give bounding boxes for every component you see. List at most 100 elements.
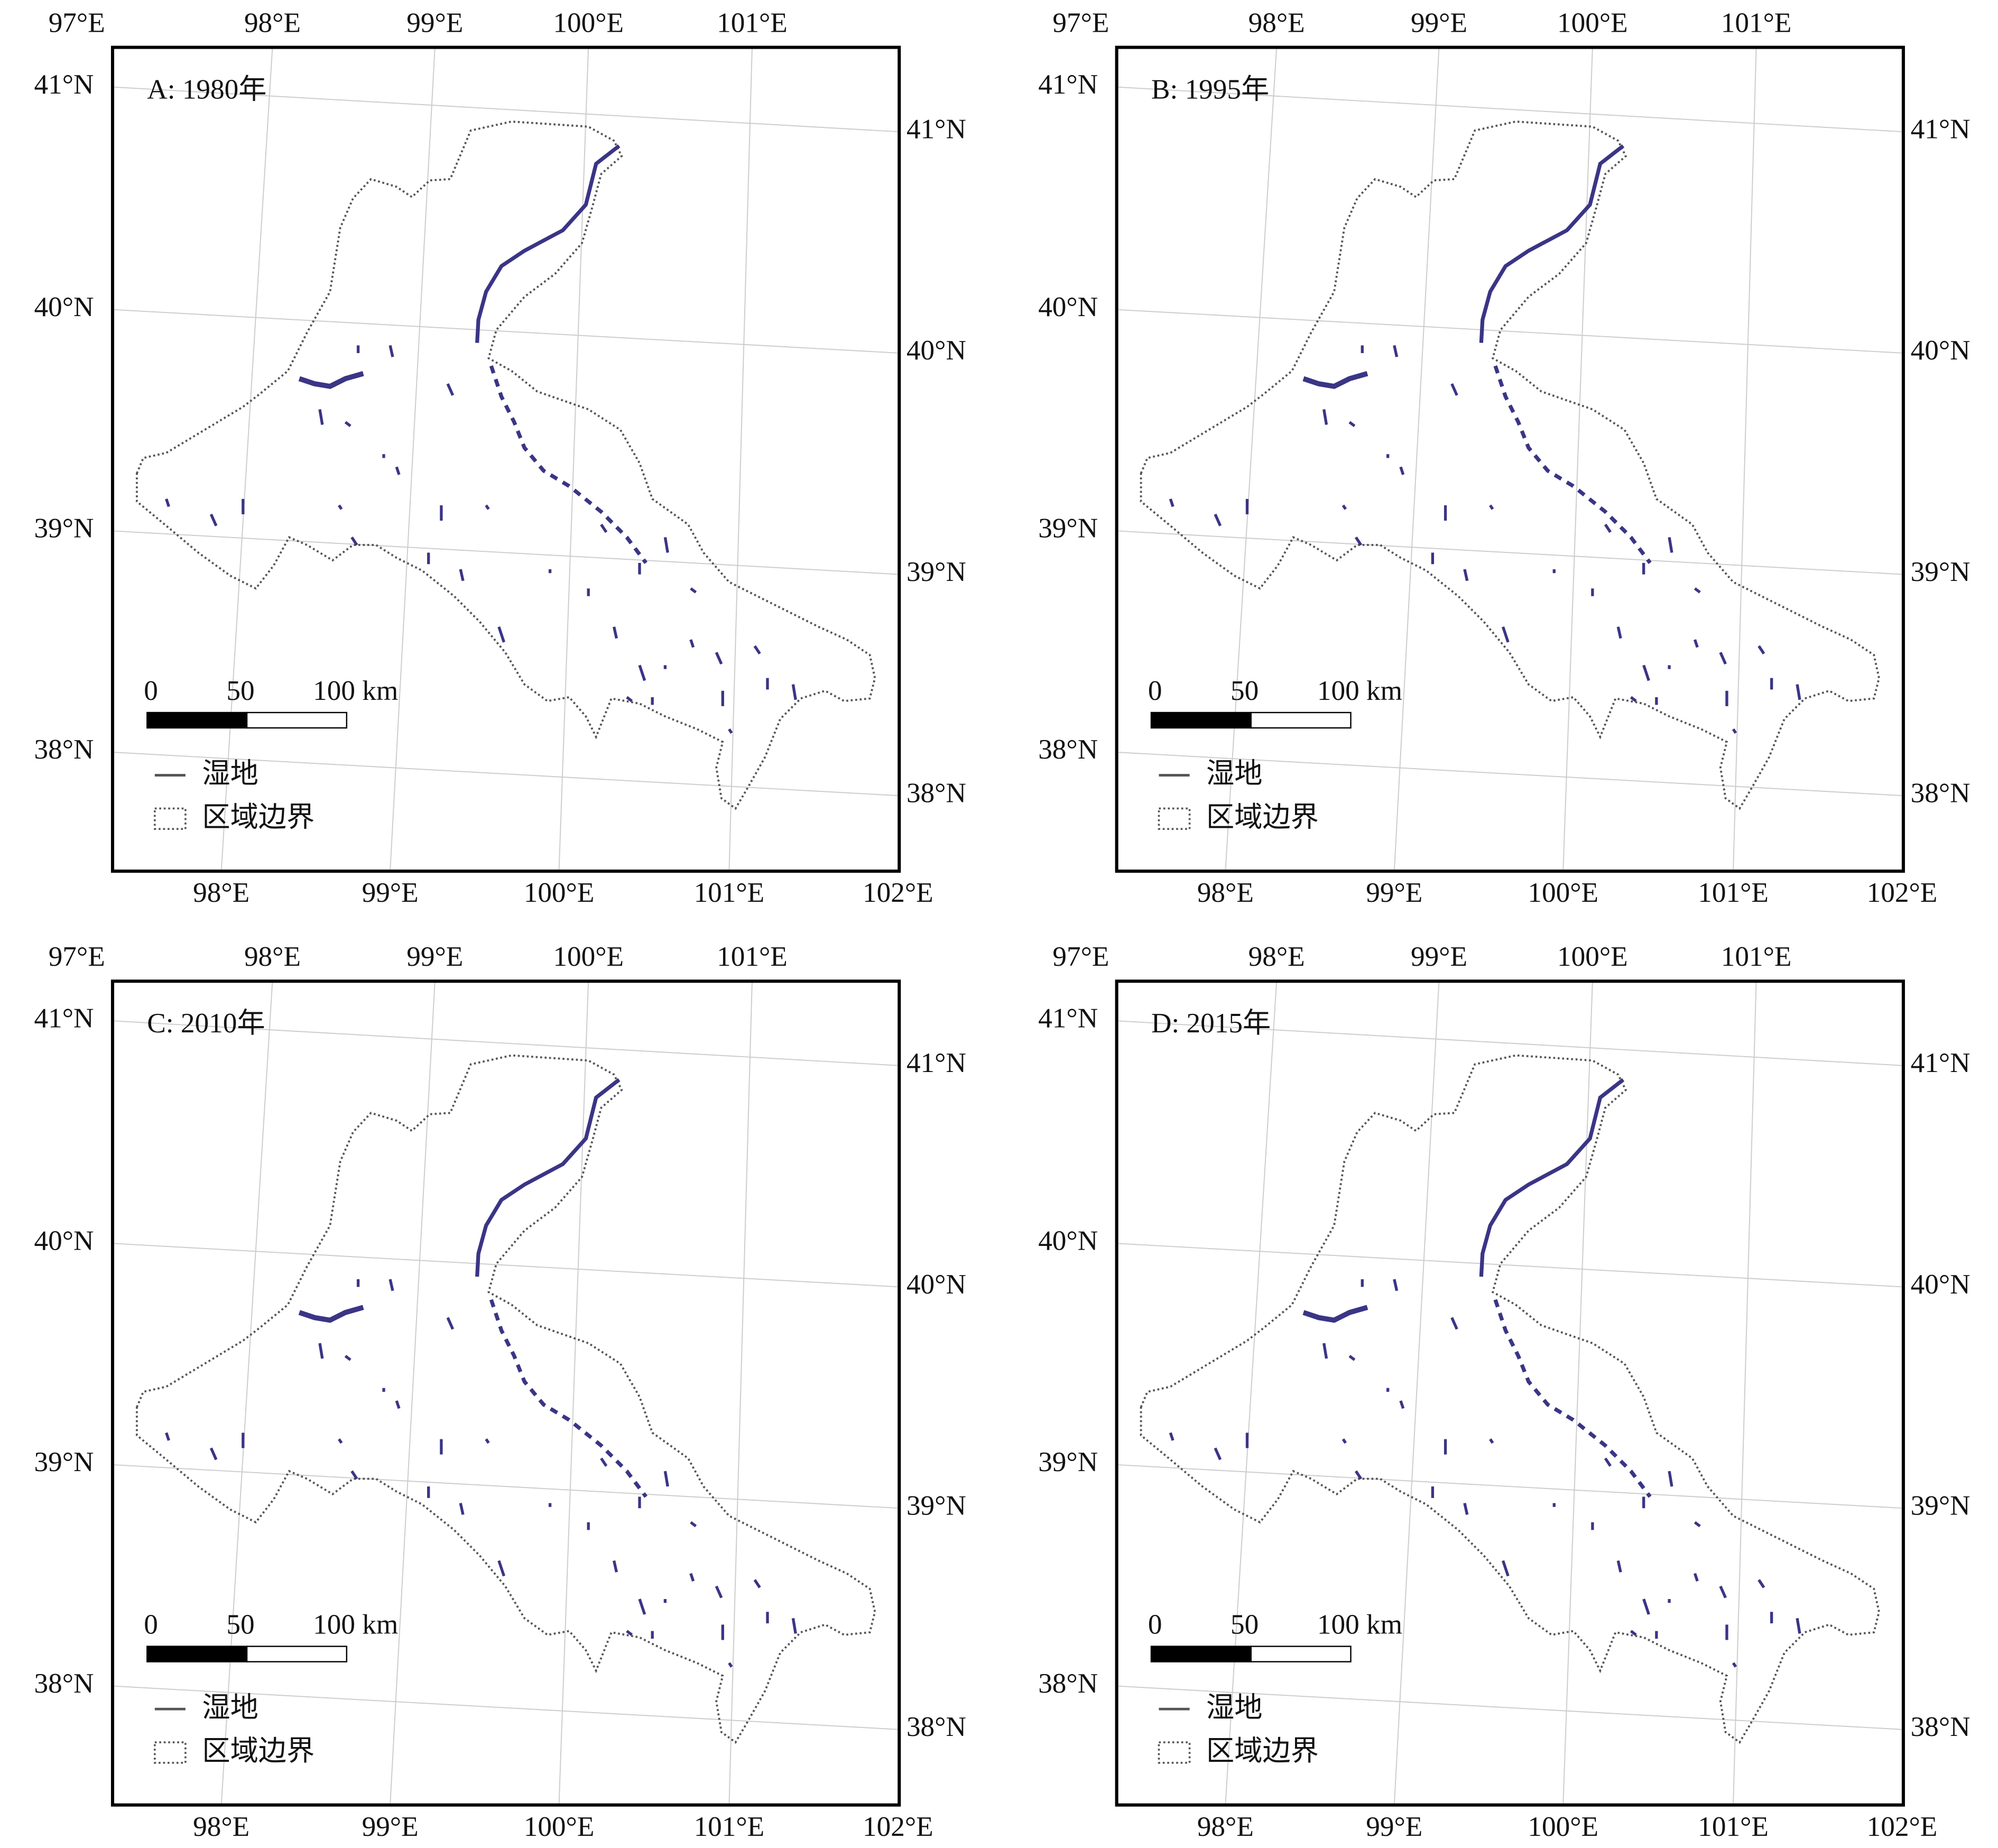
wetland xyxy=(489,1299,648,1498)
wetland xyxy=(690,587,697,594)
scale-bar-label: 0 xyxy=(144,675,158,706)
lon-label-top: 98°E xyxy=(244,941,301,972)
wetland xyxy=(1214,1447,1222,1461)
lon-label-top: 99°E xyxy=(406,7,463,39)
wetland xyxy=(1393,345,1399,357)
meridian xyxy=(1393,981,1440,1805)
wetland xyxy=(388,345,394,357)
scale-bar-label: 100 km xyxy=(313,675,398,706)
meridian xyxy=(558,981,589,1805)
wetland xyxy=(344,421,352,428)
wetland xyxy=(485,1438,490,1444)
wetland xyxy=(1796,1618,1801,1634)
parallel xyxy=(112,1685,900,1730)
wetland xyxy=(753,1579,761,1588)
lat-label-right: 38°N xyxy=(906,1711,966,1742)
wetland xyxy=(612,1560,618,1573)
lon-label-top: 98°E xyxy=(244,7,301,39)
legend-label: 区域边界 xyxy=(1206,1735,1319,1767)
lat-label-right: 39°N xyxy=(906,556,966,587)
lon-label-bottom: 102°E xyxy=(863,1811,933,1842)
wetland xyxy=(1302,371,1368,389)
scale-bar-label: 50 xyxy=(226,1609,254,1640)
lon-label-top: 97°E xyxy=(49,941,105,972)
wetland xyxy=(1616,1560,1622,1573)
scale-bar-black xyxy=(146,712,248,729)
parallel xyxy=(112,309,900,354)
lon-label-top: 101°E xyxy=(717,7,788,39)
wetland xyxy=(663,1471,669,1487)
wetland xyxy=(1630,1630,1637,1636)
scale-bar-label: 100 km xyxy=(313,1609,398,1640)
lat-label-left: 41°N xyxy=(1038,69,1098,100)
lat-label-right: 39°N xyxy=(1911,556,1971,587)
wetland xyxy=(728,728,733,734)
lon-label-top: 99°E xyxy=(406,941,463,972)
wetland xyxy=(350,536,358,546)
wetland xyxy=(1668,537,1673,553)
legend-symbol-boundary xyxy=(1158,807,1191,830)
wetland xyxy=(1322,1343,1328,1359)
lon-label-bottom: 99°E xyxy=(1366,1811,1422,1842)
wetland xyxy=(626,696,633,703)
parallel xyxy=(112,1464,900,1509)
parallel xyxy=(1116,1685,1903,1730)
wetland xyxy=(689,1573,695,1582)
lat-label-right: 40°N xyxy=(1911,335,1971,366)
wetland xyxy=(791,1618,797,1634)
wetland xyxy=(1214,513,1222,526)
lon-label-bottom: 102°E xyxy=(863,877,933,908)
scale-bar-label: 100 km xyxy=(1317,1609,1402,1640)
panel-label: C: 2010年 xyxy=(147,1008,265,1039)
lon-label-top: 100°E xyxy=(1557,941,1628,972)
wetland xyxy=(446,1317,455,1330)
map-frame xyxy=(1115,980,1905,1807)
wetland xyxy=(1501,626,1510,643)
meridian xyxy=(1733,47,1757,872)
legend-label: 湿地 xyxy=(202,1692,258,1723)
lat-label-left: 39°N xyxy=(1038,513,1098,544)
map-panel: D: 2015年 97°E 98°E 99°E 100°E 101°E 98°E 99°E 10… xyxy=(1038,941,1970,1842)
legend-label: 区域边界 xyxy=(1206,801,1319,833)
lat-label-right: 40°N xyxy=(906,335,966,366)
lon-label-top: 101°E xyxy=(1721,7,1792,39)
lon-label-top: 98°E xyxy=(1248,7,1305,39)
wetland xyxy=(626,1630,633,1636)
lat-label-right: 41°N xyxy=(906,1047,966,1078)
lat-label-left: 40°N xyxy=(34,291,94,322)
map-panel: B: 1995年 97°E 98°E 99°E 100°E 101°E 98°E 99°E 10… xyxy=(1038,7,1970,909)
wetland xyxy=(209,513,218,526)
wetland xyxy=(612,626,618,639)
meridian xyxy=(1225,47,1278,872)
lon-label-top: 99°E xyxy=(1411,7,1467,39)
wetland xyxy=(497,626,505,643)
lat-label-left: 39°N xyxy=(34,513,94,544)
wetland xyxy=(475,144,621,343)
wetland xyxy=(1479,1078,1625,1277)
wetland xyxy=(638,664,646,681)
wetland xyxy=(1354,1470,1363,1480)
wetland xyxy=(715,652,723,665)
wetland xyxy=(1694,1521,1701,1528)
lon-label-top: 98°E xyxy=(1248,941,1305,972)
lon-label-bottom: 99°E xyxy=(362,1811,419,1842)
legend-label: 区域边界 xyxy=(202,1735,314,1767)
parallel xyxy=(1116,1464,1903,1509)
lon-label-bottom: 98°E xyxy=(1197,877,1254,908)
scale-bar-label: 50 xyxy=(226,675,254,706)
scale-bar-label: 0 xyxy=(144,1609,158,1640)
legend-symbol-boundary xyxy=(154,807,187,830)
scale-bar-black xyxy=(146,1646,248,1662)
meridian xyxy=(1225,981,1278,1805)
legend-symbol-boundary xyxy=(1158,1741,1191,1764)
wetland xyxy=(318,1343,324,1359)
wetland xyxy=(497,1560,505,1577)
lat-label-left: 38°N xyxy=(34,1668,94,1699)
lon-label-bottom: 101°E xyxy=(694,877,765,908)
wetland xyxy=(485,504,490,510)
scale-bar-black xyxy=(1150,1646,1252,1662)
wetland xyxy=(395,1400,401,1409)
wetland xyxy=(1493,1299,1652,1498)
